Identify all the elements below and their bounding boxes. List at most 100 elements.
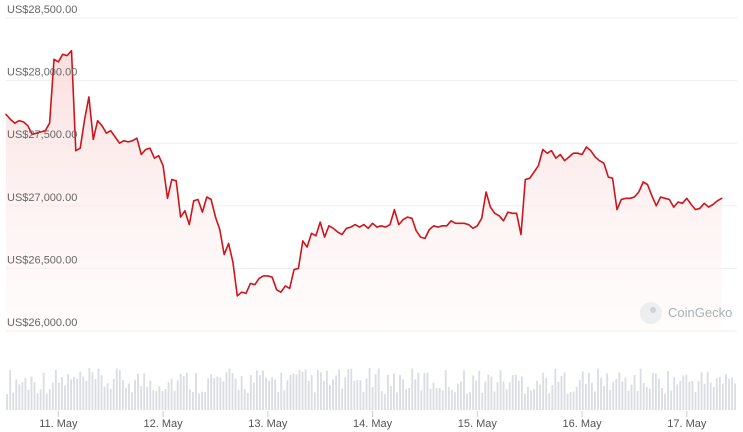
- volume-bar: [560, 375, 563, 410]
- y-tick-label: US$26,500.00: [7, 254, 77, 266]
- volume-bar: [204, 391, 207, 410]
- volume-bar: [85, 380, 88, 410]
- volume-bar: [295, 374, 298, 410]
- volume-bar: [481, 392, 484, 410]
- x-tick-label: 15. May: [458, 418, 498, 430]
- volume-bar: [237, 389, 240, 410]
- volume-bar: [508, 382, 511, 410]
- volume-bar: [542, 372, 545, 410]
- volume-bar: [673, 377, 676, 410]
- volume-bar: [444, 370, 447, 410]
- volume-bar: [661, 388, 663, 410]
- volume-bar: [173, 390, 176, 410]
- volume-bar: [9, 370, 12, 410]
- volume-bar: [700, 372, 703, 410]
- volume-bar: [161, 390, 164, 410]
- volume-bar: [42, 372, 45, 410]
- volume-bar: [648, 388, 651, 410]
- volume-bar: [149, 380, 152, 410]
- volume-bar: [188, 389, 191, 410]
- volume-bar: [551, 385, 554, 410]
- volume-bar: [124, 387, 127, 410]
- volume-bar: [633, 375, 636, 410]
- volume-bar: [377, 368, 380, 410]
- volume-bar: [289, 374, 292, 410]
- volume-bar: [685, 374, 688, 410]
- volume-bar: [536, 380, 539, 410]
- volume-bar: [374, 374, 377, 410]
- volume-bar: [411, 368, 414, 410]
- volume-bar: [408, 388, 411, 410]
- volume-bar: [94, 378, 97, 410]
- volume-bar: [554, 368, 557, 410]
- volume-bar: [484, 381, 487, 410]
- volume-bar: [91, 372, 94, 410]
- y-tick-label: US$26,000.00: [7, 317, 77, 329]
- volume-bar: [606, 373, 609, 410]
- volume-bar: [396, 392, 398, 410]
- volume-bar: [170, 378, 173, 410]
- volume-bar: [578, 379, 581, 410]
- volume-bar: [341, 388, 344, 410]
- volume-bar: [587, 372, 590, 410]
- coingecko-watermark-text: CoinGecko: [668, 305, 732, 320]
- volume-bar: [316, 370, 319, 410]
- volume-bar: [368, 368, 371, 410]
- volume-bar: [301, 371, 304, 410]
- volume-bar: [517, 380, 520, 410]
- volume-bar: [344, 377, 347, 410]
- volume-bar: [441, 390, 444, 410]
- volume-bar: [709, 382, 712, 410]
- volume-bar: [222, 381, 225, 410]
- volume-bar: [167, 382, 170, 410]
- volume-bar: [115, 368, 118, 410]
- volume-bar: [676, 384, 679, 410]
- volume-bar: [27, 389, 30, 410]
- volume-bar: [591, 382, 593, 410]
- volume-bar: [533, 388, 535, 410]
- volume-bar: [97, 368, 100, 410]
- x-tick-label: 11. May: [39, 418, 78, 430]
- price-area-fill: [6, 50, 722, 331]
- volume-bar: [121, 380, 124, 410]
- volume-bar: [262, 370, 264, 410]
- volume-bar: [362, 391, 365, 410]
- volume-bar: [682, 375, 685, 410]
- volume-bar: [195, 372, 197, 410]
- y-tick-label: US$28,000.00: [7, 67, 77, 79]
- volume-bar: [33, 382, 36, 410]
- volume-bar: [268, 380, 270, 410]
- volume-bar: [213, 378, 216, 410]
- volume-bar: [725, 374, 727, 410]
- volume-bar: [365, 378, 368, 410]
- volume-bar: [39, 389, 42, 410]
- volume-bar: [490, 376, 493, 410]
- volume-bar: [259, 375, 261, 410]
- volume-bar: [347, 369, 350, 410]
- volume-bar: [271, 377, 274, 410]
- volume-bar: [557, 381, 560, 410]
- volume-bar: [621, 381, 624, 410]
- volume-bar: [389, 386, 392, 410]
- volume-bar: [164, 389, 167, 410]
- volume-bar: [600, 377, 602, 410]
- volume-bar: [734, 383, 736, 410]
- volume-bar: [198, 393, 200, 410]
- volume-bar: [54, 369, 57, 410]
- volume-bar: [30, 376, 33, 410]
- volume-bar: [636, 391, 639, 410]
- volume-bar: [371, 387, 374, 410]
- volume-bar: [274, 379, 277, 410]
- volume-bar: [335, 375, 337, 410]
- volume-bar: [499, 370, 502, 410]
- volume-bar: [594, 391, 596, 410]
- volume-bar: [706, 371, 709, 410]
- volume-bar: [146, 386, 149, 410]
- volume-bar: [496, 382, 499, 410]
- volume-bar: [667, 370, 669, 410]
- volume-bar: [523, 393, 526, 410]
- y-tick-label: US$27,500.00: [7, 129, 77, 141]
- volume-bar: [435, 388, 438, 410]
- volume-bar: [240, 375, 243, 410]
- volume-bar: [469, 391, 472, 410]
